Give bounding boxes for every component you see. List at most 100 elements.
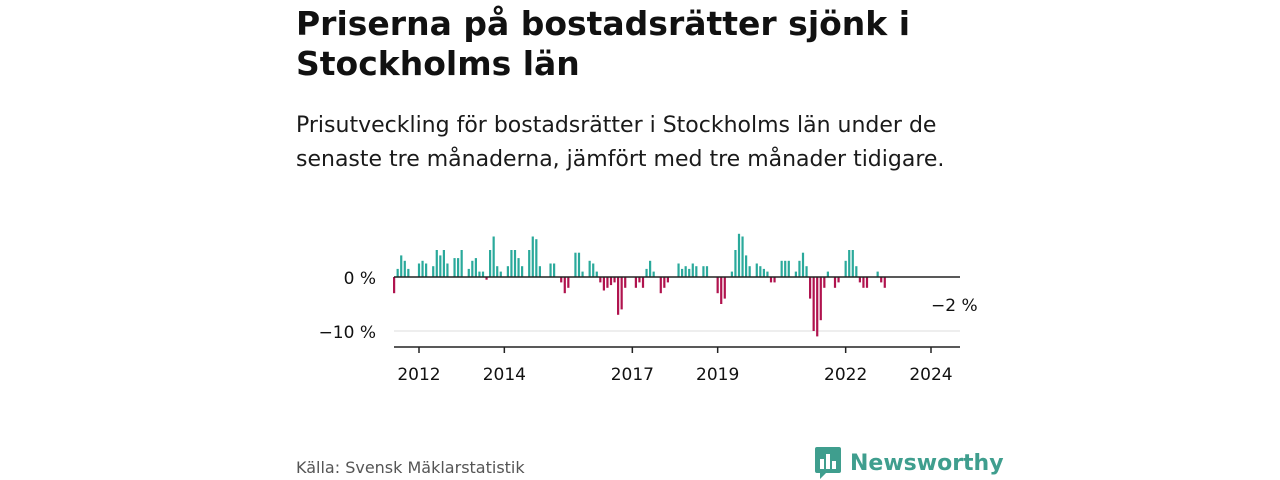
bar bbox=[823, 277, 826, 288]
bar bbox=[492, 236, 495, 277]
bar bbox=[396, 268, 399, 277]
bar bbox=[400, 255, 403, 277]
latest-value-annotation: −2 % bbox=[931, 296, 978, 316]
bar bbox=[553, 263, 556, 277]
bar bbox=[393, 277, 396, 294]
bar bbox=[513, 250, 517, 277]
bar bbox=[858, 277, 861, 283]
bar bbox=[759, 266, 762, 277]
bar bbox=[688, 268, 691, 277]
bar bbox=[819, 277, 822, 321]
bar bbox=[535, 239, 538, 277]
bar bbox=[716, 277, 719, 294]
bar bbox=[737, 233, 741, 277]
bar bbox=[826, 271, 829, 277]
bar bbox=[634, 277, 637, 288]
bar bbox=[652, 271, 655, 277]
axes-group: 0 % −10 % 2012 2014 2017 2019 2022 2024 bbox=[319, 269, 960, 385]
bar bbox=[439, 255, 442, 277]
bar bbox=[567, 277, 570, 288]
x-tick-label: 2019 bbox=[696, 365, 739, 385]
bar bbox=[606, 277, 609, 288]
bar bbox=[435, 250, 438, 277]
x-tick-label: 2014 bbox=[483, 365, 526, 385]
bar bbox=[681, 268, 684, 277]
bar bbox=[691, 263, 694, 277]
bar bbox=[602, 277, 605, 291]
bar bbox=[798, 260, 801, 277]
bar bbox=[766, 271, 769, 277]
bar bbox=[844, 260, 847, 277]
bar bbox=[432, 266, 435, 277]
bar bbox=[837, 277, 840, 283]
bar bbox=[801, 252, 805, 277]
bar bbox=[773, 277, 776, 283]
bar bbox=[485, 277, 488, 280]
bar bbox=[574, 252, 577, 277]
bar bbox=[702, 266, 705, 277]
bar bbox=[457, 258, 460, 277]
bar-chart: 0 % −10 % 2012 2014 2017 2019 2022 2024 −2 % bbox=[319, 233, 978, 385]
bar bbox=[595, 271, 598, 277]
bar bbox=[620, 277, 623, 310]
bar bbox=[745, 255, 748, 277]
bar bbox=[883, 277, 886, 288]
source-text: Källa: Svensk Mäklarstatistik bbox=[296, 458, 525, 477]
brand-logo[interactable]: Newsworthy bbox=[814, 446, 1004, 480]
bar bbox=[421, 260, 424, 277]
bar bbox=[549, 263, 552, 277]
bar bbox=[684, 266, 687, 277]
x-tick-label: 2017 bbox=[611, 365, 654, 385]
bars-group bbox=[393, 233, 886, 337]
bar bbox=[876, 271, 879, 277]
bar bbox=[851, 250, 854, 277]
bar bbox=[403, 260, 406, 277]
bar bbox=[780, 260, 783, 277]
bar bbox=[755, 263, 758, 277]
bar bbox=[617, 277, 620, 315]
bar bbox=[531, 236, 534, 277]
bar bbox=[521, 266, 524, 277]
bar bbox=[425, 263, 428, 277]
bar bbox=[528, 250, 531, 277]
bar bbox=[748, 266, 751, 277]
bar bbox=[784, 260, 787, 277]
bar bbox=[787, 260, 790, 277]
bar bbox=[666, 277, 669, 283]
bar bbox=[613, 277, 616, 283]
bar bbox=[880, 277, 883, 283]
bar bbox=[741, 236, 744, 277]
bar bbox=[510, 250, 513, 277]
bar bbox=[624, 277, 627, 288]
bar bbox=[809, 277, 812, 299]
bar bbox=[588, 260, 591, 277]
bar bbox=[471, 260, 474, 277]
bar bbox=[862, 277, 865, 288]
y-tick-label: −10 % bbox=[319, 323, 376, 343]
bar bbox=[467, 268, 470, 277]
bar bbox=[563, 277, 566, 294]
bar bbox=[599, 277, 602, 283]
bar bbox=[723, 277, 726, 299]
bar bbox=[663, 277, 666, 288]
bar bbox=[499, 271, 502, 277]
bar bbox=[641, 277, 645, 288]
bar bbox=[478, 271, 481, 277]
bar bbox=[446, 263, 449, 277]
bar bbox=[474, 258, 477, 277]
bar bbox=[460, 250, 463, 277]
bar bbox=[609, 277, 613, 286]
bar bbox=[833, 277, 837, 288]
bar bbox=[538, 266, 541, 277]
bar bbox=[489, 250, 492, 277]
bar bbox=[649, 260, 652, 277]
bar bbox=[848, 250, 851, 277]
newsworthy-logo-icon bbox=[815, 447, 841, 479]
chart-title: Priserna på bostadsrätter sjönk i Stockh… bbox=[296, 4, 911, 83]
chart-subtitle: Prisutveckling för bostadsrätter i Stock… bbox=[296, 113, 945, 172]
bar bbox=[592, 263, 595, 277]
x-tick-label: 2024 bbox=[909, 365, 952, 385]
bar bbox=[442, 250, 445, 277]
bar bbox=[506, 266, 509, 277]
bar bbox=[496, 266, 499, 277]
